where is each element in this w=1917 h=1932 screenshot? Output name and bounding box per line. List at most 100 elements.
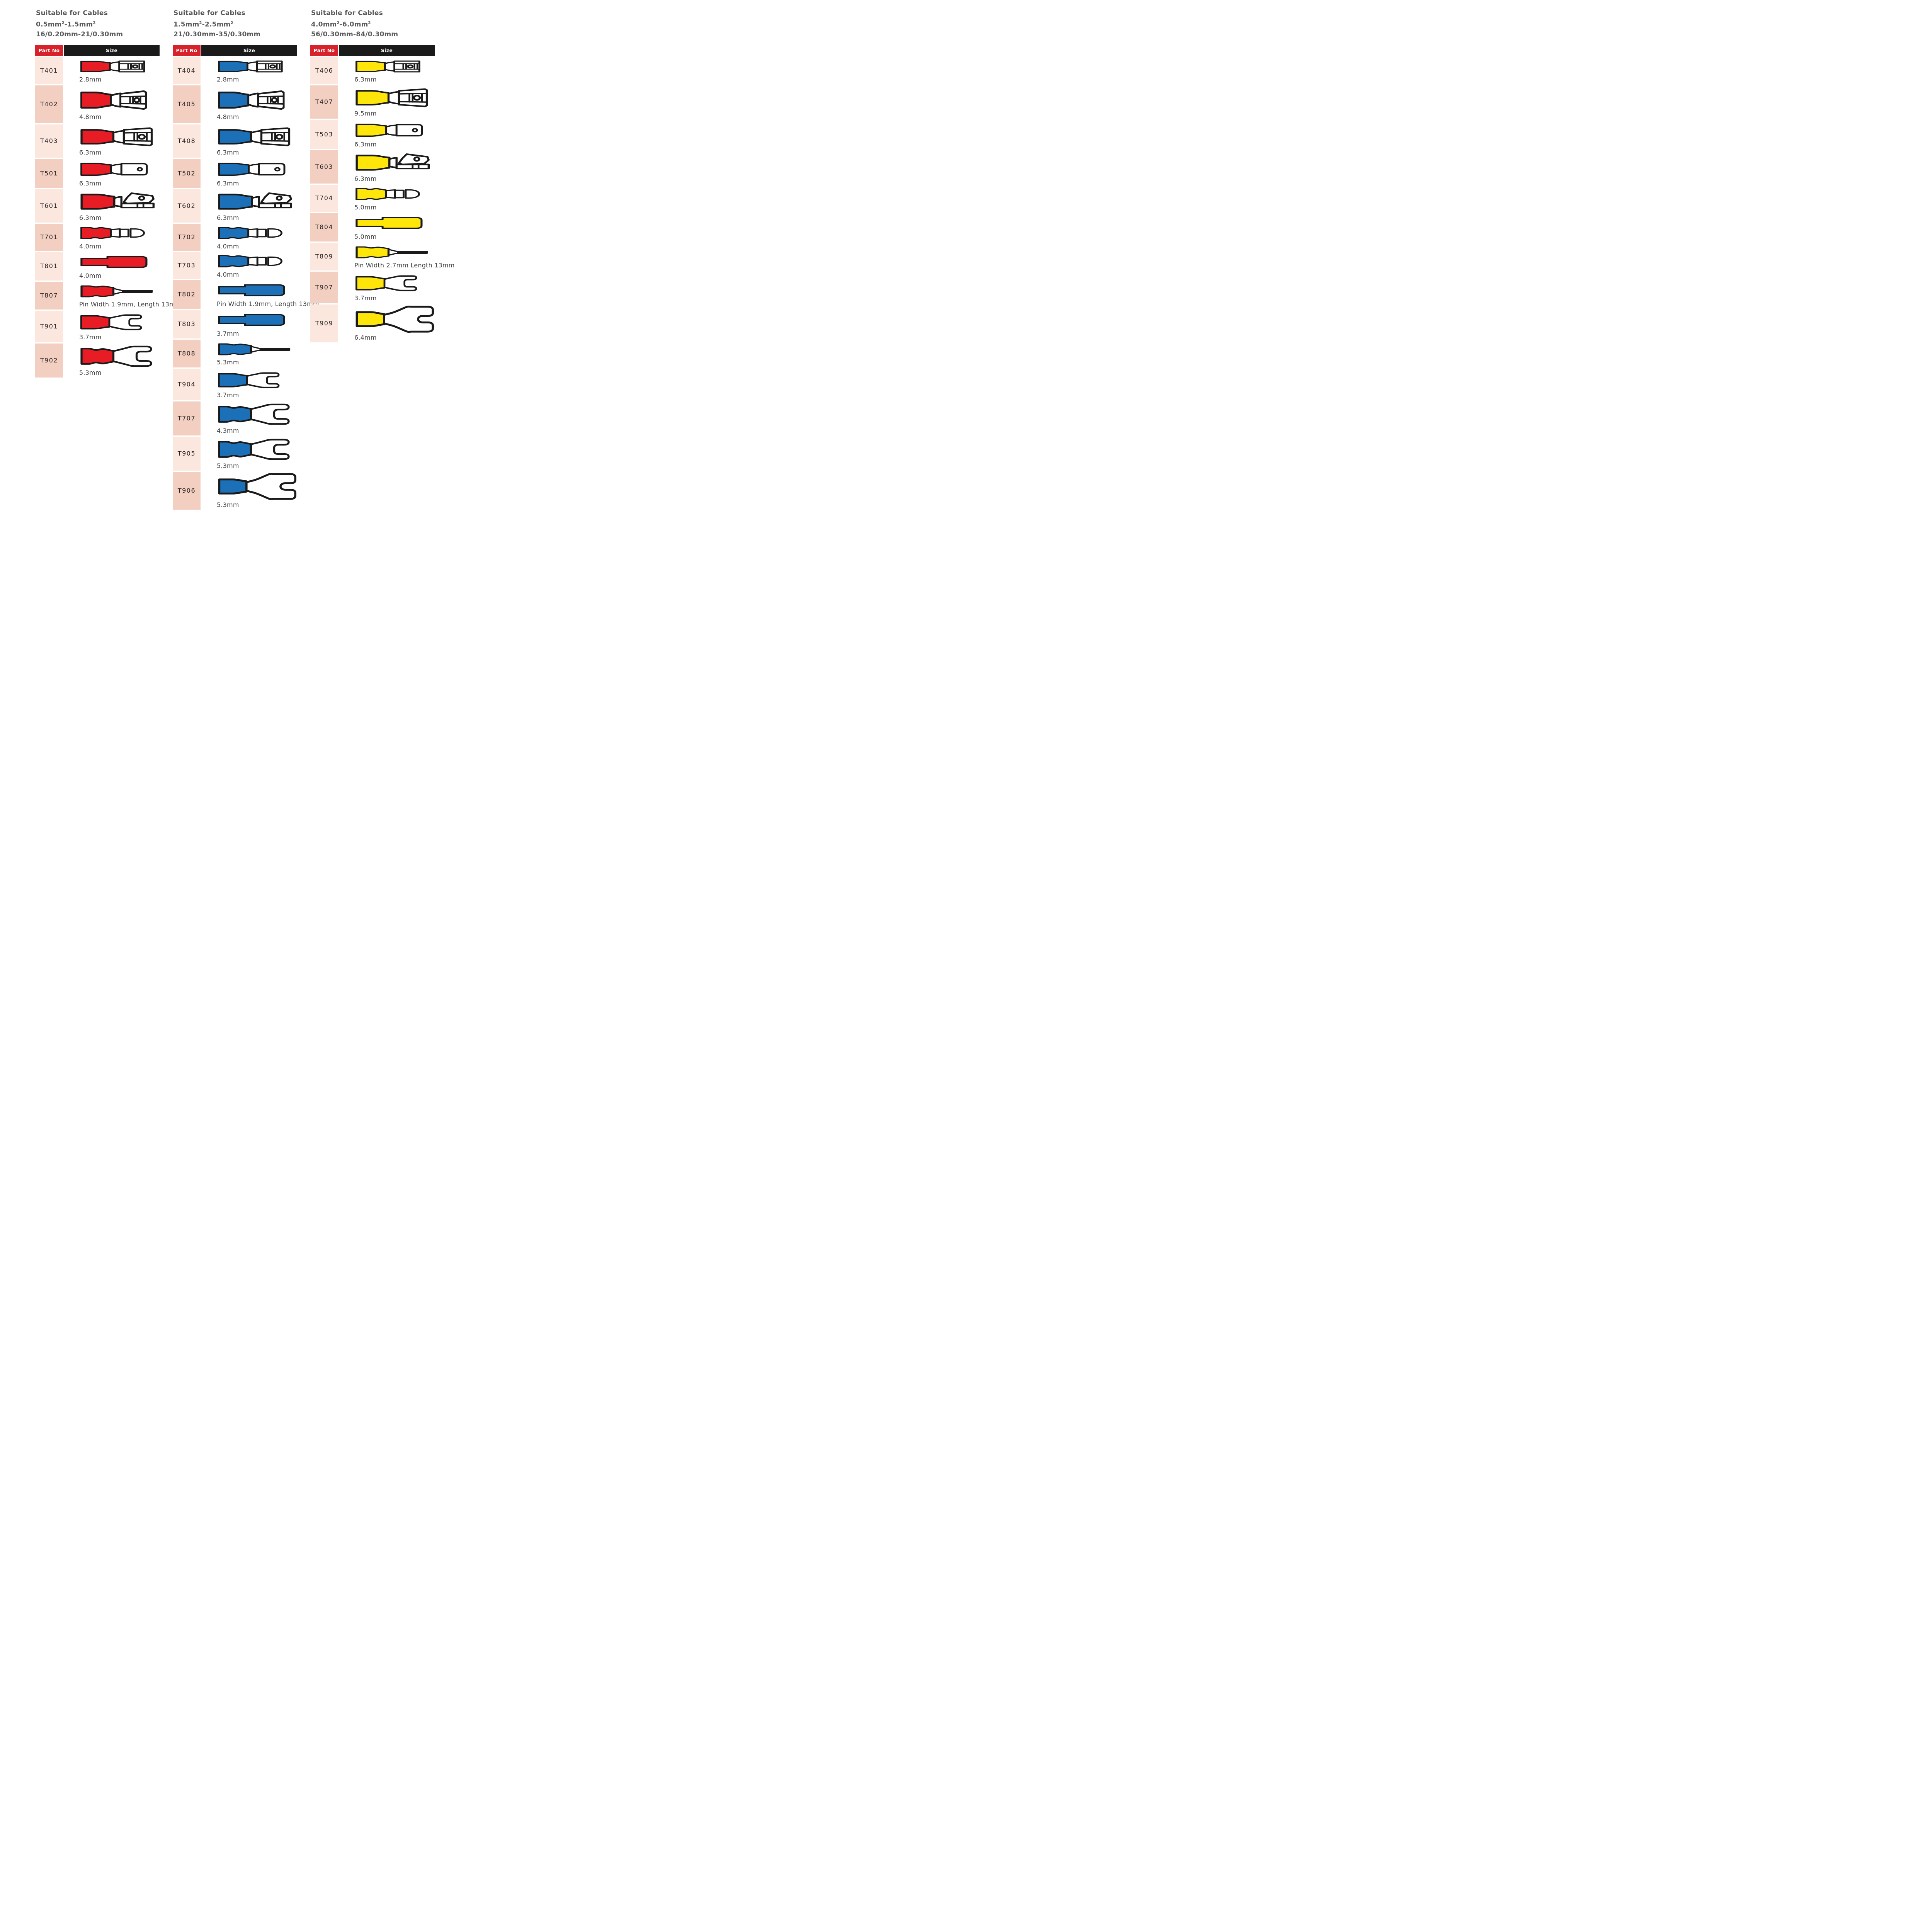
table-row: T601 6.3mm <box>35 189 160 223</box>
size-cell: 6.3mm <box>64 189 160 223</box>
table-row: T802 Pin Width 1.9mm, Length 13mm <box>173 280 319 309</box>
size-caption: 4.0mm <box>79 272 102 279</box>
terminal-illustration <box>80 345 152 367</box>
table-title-line: 1.5mm2-2.5mm2 <box>173 20 233 29</box>
table-header: Part No Size <box>310 44 435 56</box>
part-no-cell: T803 <box>173 310 201 338</box>
size-cell: 5.3mm <box>201 436 297 471</box>
terminal-illustration <box>80 256 148 268</box>
size-cell: 5.3mm <box>201 339 297 367</box>
size-cell: 4.0mm <box>64 252 160 281</box>
size-caption: 4.0mm <box>217 270 239 278</box>
table-title: Suitable for Cables 1.5mm2-2.5mm2 21/0.30m… <box>173 9 297 39</box>
size-caption: 2.8mm <box>79 75 102 83</box>
part-no-cell: T503 <box>310 119 338 149</box>
size-caption: 4.0mm <box>217 242 239 250</box>
table-title: Suitable for Cables 4.0mm2-6.0mm2 56/0.30m… <box>311 9 435 39</box>
size-cell: 2.8mm <box>64 57 160 84</box>
part-no-cell: T502 <box>173 158 201 188</box>
size-caption: 4.0mm <box>79 242 102 250</box>
table-row: T906 5.3mm <box>173 471 297 510</box>
terminal-illustration <box>218 343 291 355</box>
table-row: T403 6.3mm <box>35 124 160 158</box>
table-row: T904 3.7mm <box>173 368 297 400</box>
size-cell: 4.0mm <box>201 223 297 251</box>
part-no-cell: T901 <box>35 310 63 342</box>
size-cell: 3.7mm <box>201 310 297 338</box>
size-caption: 5.3mm <box>217 358 239 366</box>
part-no-cell: T808 <box>173 339 201 367</box>
part-no-cell: T905 <box>173 436 201 471</box>
terminal-illustration <box>218 192 293 210</box>
table-row: T702 4.0mm <box>173 223 297 251</box>
size-cell: 6.3mm <box>201 158 297 188</box>
terminal-illustration <box>218 127 291 146</box>
column-header-size: Size <box>339 44 435 56</box>
part-no-cell: T407 <box>310 85 338 119</box>
terminal-illustration <box>218 226 282 239</box>
part-no-cell: T906 <box>173 471 201 510</box>
size-cell: 6.3mm <box>339 150 435 184</box>
size-cell: 4.0mm <box>64 223 160 251</box>
terminal-illustration <box>356 246 428 258</box>
size-caption: 5.3mm <box>217 501 239 509</box>
size-cell: 6.3mm <box>201 124 297 158</box>
terminal-illustration <box>80 285 153 297</box>
size-caption: 6.3mm <box>354 175 377 182</box>
size-caption: Pin Width 1.9mm, Length 13mm <box>217 300 319 308</box>
terminal-illustration <box>80 314 142 330</box>
terminal-illustration <box>80 90 147 110</box>
part-no-cell: T807 <box>35 281 63 310</box>
part-no-cell: T601 <box>35 189 63 223</box>
part-no-cell: T703 <box>173 252 201 279</box>
table-rows: T406 6.3mm T407 9.5mm T503 6.3mm T603 6.3mm T704… <box>310 57 455 342</box>
table-row: T808 5.3mm <box>173 339 297 367</box>
table-title-line: 56/0.30mm-84/0.30mm <box>311 30 398 38</box>
size-caption: 9.5mm <box>354 109 377 117</box>
terminal-illustration <box>356 60 420 72</box>
size-cell: 6.3mm <box>64 124 160 158</box>
part-no-cell: T907 <box>310 271 338 303</box>
terminal-illustration <box>218 284 285 296</box>
terminal-illustration <box>355 275 417 291</box>
size-caption: 5.3mm <box>217 462 239 469</box>
size-cell: Pin Width 1.9mm, Length 13mm <box>201 280 319 309</box>
table-title-line: 21/0.30mm-35/0.30mm <box>173 30 261 38</box>
size-cell: 4.0mm <box>201 252 297 279</box>
table-row: T909 6.4mm <box>310 304 435 342</box>
table-row: T807 Pin Width 1.9mm, Length 13mm <box>35 281 182 310</box>
table-row: T406 6.3mm <box>310 57 435 84</box>
table-row: T401 2.8mm <box>35 57 160 84</box>
part-no-cell: T405 <box>173 85 201 123</box>
size-caption: 2.8mm <box>217 75 239 83</box>
part-no-cell: T603 <box>310 150 338 184</box>
table-rows: T401 2.8mm T402 4.8mm T403 6.3mm T501 6.3mm T601… <box>35 57 182 378</box>
part-no-cell: T401 <box>35 57 63 84</box>
table-row: T405 4.8mm <box>173 85 297 123</box>
part-no-cell: T402 <box>35 85 63 123</box>
table-row: T502 6.3mm <box>173 158 297 188</box>
table-row: T701 4.0mm <box>35 223 160 251</box>
part-no-cell: T602 <box>173 189 201 223</box>
part-no-cell: T909 <box>310 304 338 342</box>
table-title-line: 4.0mm2-6.0mm2 <box>311 20 371 29</box>
terminal-illustration <box>80 162 148 176</box>
size-caption: 3.7mm <box>217 330 239 337</box>
terminal-illustration <box>218 439 290 460</box>
part-no-cell: T702 <box>173 223 201 251</box>
size-caption: 6.3mm <box>354 140 377 148</box>
part-no-cell: T801 <box>35 252 63 281</box>
table-header: Part No Size <box>35 44 160 56</box>
size-cell: 5.0mm <box>339 213 435 242</box>
size-caption: 6.3mm <box>354 75 377 83</box>
terminal-illustration <box>80 226 145 239</box>
terminal-illustration <box>218 314 285 326</box>
size-cell: 6.4mm <box>339 304 435 342</box>
size-cell: 5.3mm <box>64 343 160 378</box>
size-cell: 5.0mm <box>339 184 435 212</box>
table-row: T603 6.3mm <box>310 150 435 184</box>
size-caption: 5.0mm <box>354 203 377 211</box>
terminal-table-yellow: Suitable for Cables 4.0mm2-6.0mm2 56/0.30m… <box>310 9 455 344</box>
terminal-illustration <box>80 127 153 146</box>
size-cell: 6.3mm <box>64 158 160 188</box>
